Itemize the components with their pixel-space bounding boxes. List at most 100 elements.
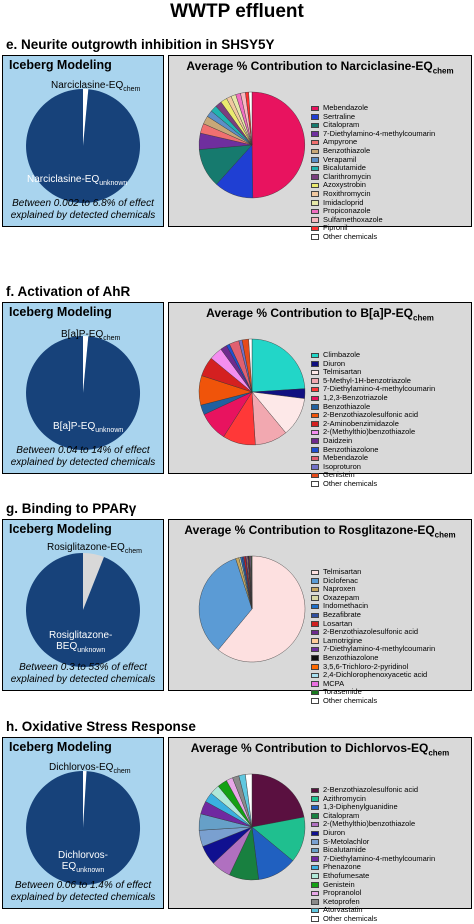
contribution-panel-e: Average % Contribution to Narciclasine-E… <box>168 55 472 227</box>
legend-swatch <box>311 183 319 189</box>
contribution-f-slice-0 <box>252 339 305 392</box>
legend-swatch <box>311 396 319 402</box>
legend-swatch <box>311 226 319 232</box>
contribution-heading: Average % Contribution to Rosglitazone-E… <box>169 523 471 539</box>
legend-swatch <box>311 438 319 444</box>
contribution-heading-subscript: chem <box>433 66 454 75</box>
unknown-label: B[a]P-EQunknown <box>53 421 123 436</box>
legend-swatch <box>311 413 319 419</box>
legend-swatch <box>311 899 319 905</box>
legend-swatch <box>311 604 319 610</box>
legend-item: Other chemicals <box>311 480 435 489</box>
legend-label: Other chemicals <box>323 480 377 489</box>
section-title-g: g. Binding to PPARγ <box>6 501 136 516</box>
unknown-label-text: B[a]P-EQ <box>53 421 95 432</box>
section-title-e: e. Neurite outgrowth inhibition in SHSY5… <box>6 37 275 52</box>
caption-line-1: Between 0.002 to 6.8% of effect <box>3 198 163 210</box>
legend-swatch <box>311 387 319 393</box>
legend-swatch <box>311 638 319 644</box>
legend-item: Other chemicals <box>311 233 435 242</box>
legend-swatch <box>311 664 319 670</box>
legend-swatch <box>311 647 319 653</box>
legend-swatch <box>311 404 319 410</box>
chem-label-subscript: chem <box>113 768 130 775</box>
legend-label: Other chemicals <box>323 697 377 706</box>
unknown-label-text: Narciclasine-EQ <box>27 174 99 185</box>
unknown-label-subscript: unknown <box>76 867 104 874</box>
legend-swatch <box>311 891 319 897</box>
caption-line-2: explained by detected chemicals <box>3 674 163 686</box>
legend-swatch <box>311 587 319 593</box>
contribution-heading-text: Average % Contribution to Dichlorvos-EQ <box>191 741 429 755</box>
legend-swatch <box>311 570 319 576</box>
chem-label-text: Rosiglitazone-EQ <box>47 542 125 553</box>
legend-swatch <box>311 353 319 359</box>
legend-swatch <box>311 613 319 619</box>
chem-label-text: B[a]P-EQ <box>61 329 103 340</box>
contribution-pie-f <box>197 337 307 447</box>
legend-item: Other chemicals <box>311 697 435 706</box>
legend-label: Other chemicals <box>323 915 377 924</box>
legend-swatch <box>311 234 319 240</box>
chem-label-text: Narciclasine-EQ <box>51 80 123 91</box>
chem-label: Narciclasine-EQchem <box>51 80 140 95</box>
legend-swatch <box>311 630 319 636</box>
legend-swatch <box>311 166 319 172</box>
legend-swatch <box>311 908 319 914</box>
section-title-h: h. Oxidative Stress Response <box>6 719 196 734</box>
legend-swatch <box>311 131 319 137</box>
legend-swatch <box>311 370 319 376</box>
contribution-heading-subscript: chem <box>435 530 456 539</box>
contribution-panel-h: Average % Contribution to Dichlorvos-EQc… <box>168 737 472 909</box>
legend-swatch <box>311 916 319 922</box>
caption-line-1: Between 0.04 to 14% of effect <box>3 445 163 457</box>
unknown-label: Rosiglitazone-BEQunknown <box>49 630 112 656</box>
legend-swatch <box>311 200 319 206</box>
unknown-label-text: EQ <box>62 861 76 872</box>
legend-swatch <box>311 157 319 163</box>
contribution-heading: Average % Contribution to Dichlorvos-EQc… <box>169 741 471 757</box>
legend-swatch <box>311 578 319 584</box>
legend-item: Other chemicals <box>311 915 435 924</box>
chem-label: Rosiglitazone-EQchem <box>47 542 142 557</box>
contribution-pie-e <box>197 90 307 200</box>
caption-line-2: explained by detected chemicals <box>3 210 163 222</box>
caption-line-2: explained by detected chemicals <box>3 892 163 904</box>
legend-swatch <box>311 873 319 879</box>
legend-swatch <box>311 805 319 811</box>
legend-swatch <box>311 698 319 704</box>
page-title: WWTP effluent <box>0 0 474 24</box>
legend-swatch <box>311 378 319 384</box>
unknown-label-line2: BEQunknown <box>49 641 112 656</box>
chem-label: B[a]P-EQchem <box>61 329 120 344</box>
legend-swatch <box>311 481 319 487</box>
legend-swatch <box>311 788 319 794</box>
contribution-pie-g <box>197 554 307 664</box>
contribution-heading-text: Average % Contribution to Narciclasine-E… <box>186 59 432 73</box>
chem-label-subscript: chem <box>125 548 142 555</box>
legend-swatch <box>311 464 319 470</box>
unknown-label-text: BEQ <box>56 641 77 652</box>
legend-swatch <box>311 856 319 862</box>
contribution-panel-g: Average % Contribution to Rosglitazone-E… <box>168 519 472 691</box>
legend-swatch <box>311 813 319 819</box>
contribution-heading: Average % Contribution to Narciclasine-E… <box>169 59 471 75</box>
legend-swatch <box>311 681 319 687</box>
unknown-label: Narciclasine-EQunknown <box>27 174 127 189</box>
contribution-pie-h <box>197 772 307 882</box>
legend-swatch <box>311 655 319 661</box>
legend-swatch <box>311 822 319 828</box>
legend-swatch <box>311 149 319 155</box>
legend-swatch <box>311 831 319 837</box>
